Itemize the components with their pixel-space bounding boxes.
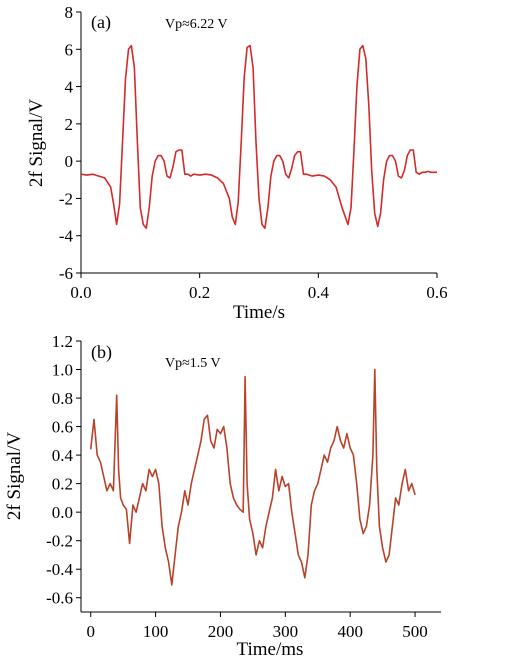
- panel-a-y-tick-label: 6: [65, 40, 74, 59]
- panel-a-y-tick-label: -4: [59, 227, 74, 246]
- panel-b-x-tick-label: 0: [86, 622, 95, 641]
- panel-a-annotation: Vp≈6.22 V: [165, 17, 228, 32]
- panel-b-series-line: [89, 368, 416, 586]
- panel-a-x-axis-label: Time/s: [233, 302, 285, 323]
- panel-b-y-tick-label: 0.8: [52, 389, 73, 408]
- panel-b-x-tick-label: 200: [208, 622, 234, 641]
- panel-a-series-line: [80, 44, 437, 230]
- panel-b-x-axis-label: Time/ms: [237, 639, 304, 660]
- panel-a-x-tick-label: 0.2: [189, 283, 210, 302]
- panel-b-y-axis-label: 2f Signal/V: [4, 432, 25, 520]
- panel-a-label: (a): [91, 12, 111, 33]
- panel-b-x-tick-label: 500: [402, 622, 428, 641]
- panel-b-y-tick-label: 0.4: [52, 446, 74, 465]
- panel-a-x-ticks: 0.0 0.2 0.4 0.6: [70, 273, 448, 302]
- panel-b-x-ticks: 0 100 200 300 400 500: [86, 612, 428, 641]
- panel-a-axes: [80, 12, 437, 274]
- panel-b-y-tick-label: -0.4: [46, 560, 73, 579]
- panel-b-y-tick-label: 1.2: [52, 332, 73, 351]
- panel-b-x-tick-label: 100: [143, 622, 169, 641]
- panel-a-series: [80, 44, 437, 230]
- panel-a-y-tick-label: 8: [65, 3, 74, 22]
- panel-a-y-tick-label: 2: [65, 115, 74, 134]
- panel-a-y-axis-label: 2f Signal/V: [26, 99, 47, 187]
- panel-b-y-tick-label: 1.0: [52, 361, 73, 380]
- panel-b-y-tick-label: 0.2: [52, 475, 73, 494]
- panel-a-y-tick-label: -6: [59, 264, 73, 283]
- panel-a-x-tick-label: 0.0: [70, 283, 91, 302]
- panel-b-annotation: Vp≈1.5 V: [165, 356, 221, 371]
- panel-b-y-tick-label: 0.6: [52, 418, 73, 437]
- panel-b-series: [89, 368, 416, 586]
- panel-b-x-tick-label: 400: [337, 622, 363, 641]
- panel-b-y-tick-label: 0.0: [52, 503, 73, 522]
- panel-a-x-tick-label: 0.6: [426, 283, 447, 302]
- panel-a-y-tick-label: 4: [65, 78, 74, 97]
- panel-b-label: (b): [91, 342, 112, 363]
- panel-b-y-ticks: -0.6 -0.4 -0.2 0.0 0.2 0.4 0.6 0.8 1.0 1.2: [46, 332, 81, 608]
- panel-a-y-ticks: -6 -4 -2 0 2 4 6 8: [59, 3, 81, 283]
- panel-a: 0.0 0.2 0.4 0.6 -6 -4 -2 0 2 4 6 8 (a) Vp≈6.22 V T…: [26, 3, 448, 323]
- panel-a-x-tick-label: 0.4: [308, 283, 330, 302]
- panel-b-y-tick-label: -0.6: [46, 589, 73, 608]
- panel-b-axes: [80, 341, 441, 613]
- panel-b-x-tick-label: 300: [273, 622, 299, 641]
- panel-a-y-tick-label: 0: [65, 152, 74, 171]
- panel-a-y-tick-label: -2: [59, 189, 73, 208]
- panel-b-y-tick-label: -0.2: [46, 532, 73, 551]
- panel-b: 0 100 200 300 400 500 -0.6 -0.4 -0.2 0.0 0.2 0.4 0.…: [4, 332, 441, 660]
